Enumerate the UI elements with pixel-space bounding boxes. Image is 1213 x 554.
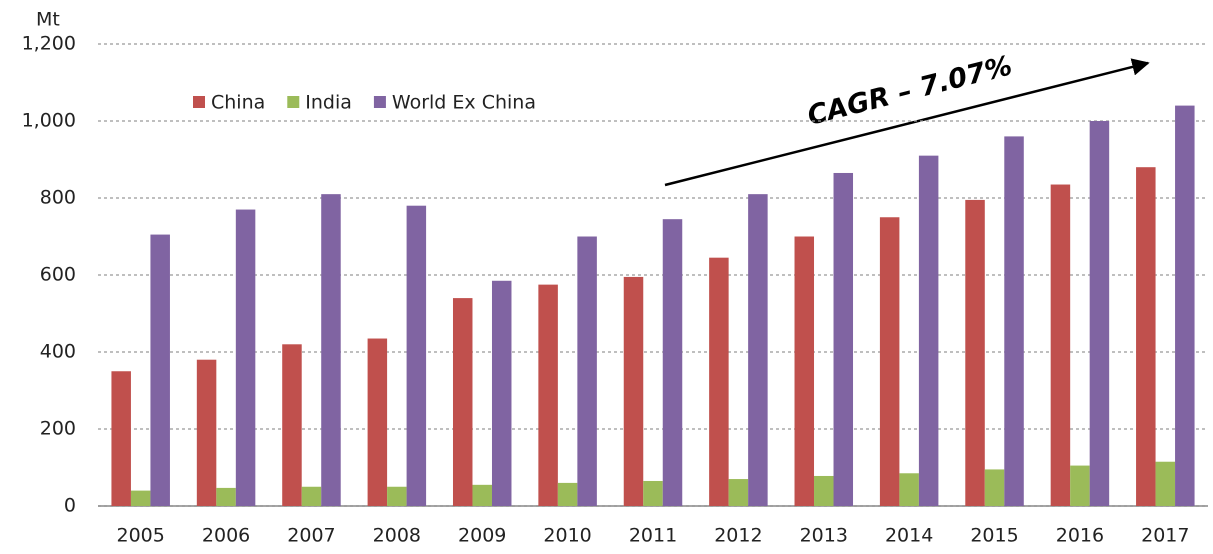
bar (216, 487, 236, 506)
bar (577, 236, 597, 506)
x-tick-label: 2005 (117, 525, 165, 547)
bar (965, 199, 985, 507)
bar (709, 257, 729, 506)
legend-swatch (373, 96, 386, 108)
bar (1155, 461, 1176, 506)
x-tick-label: 2008 (373, 525, 421, 547)
x-tick-label: 2014 (885, 525, 933, 547)
bar (557, 482, 578, 506)
x-tick-label: 2007 (287, 525, 335, 547)
bar (1004, 136, 1024, 506)
bar (130, 490, 151, 506)
bar (1050, 184, 1071, 506)
bar (321, 194, 341, 506)
y-axis-label: Mt (36, 9, 60, 31)
y-tick-label: 1,000 (22, 110, 76, 132)
bar (662, 219, 683, 507)
x-tick-label: 2010 (543, 525, 591, 547)
bar (833, 172, 854, 506)
bar (918, 155, 939, 506)
bar (301, 486, 322, 506)
x-tick-label: 2015 (970, 525, 1018, 547)
bar (643, 480, 663, 506)
bar (1070, 465, 1090, 506)
x-tick-label: 2013 (800, 525, 848, 547)
x-tick-label: 2006 (202, 525, 250, 547)
bar (814, 475, 834, 506)
x-tick-label: 2016 (1056, 525, 1104, 547)
y-tick-label: 600 (40, 264, 76, 286)
bar (472, 484, 492, 506)
annotation: CAGR – 7.07% (804, 50, 1015, 131)
legend-swatch (287, 96, 300, 108)
bar (879, 217, 900, 506)
bar (748, 194, 768, 506)
bar (491, 280, 512, 506)
bar (538, 284, 558, 506)
bar (1089, 121, 1110, 506)
bar (387, 486, 407, 506)
y-tick-label: 200 (40, 418, 76, 440)
y-tick-label: 800 (40, 187, 76, 209)
bar (367, 338, 388, 506)
bar (1175, 105, 1195, 506)
bar (1136, 167, 1156, 506)
legend-label: World Ex China (392, 92, 536, 114)
x-tick-label: 2017 (1141, 525, 1189, 547)
x-tick-label: 2009 (458, 525, 506, 547)
trend-arrow (664, 58, 1150, 187)
x-tick-label: 2011 (629, 525, 677, 547)
x-tick-label: 2012 (714, 525, 762, 547)
bar (984, 469, 1005, 506)
bar (111, 371, 131, 506)
bar (150, 234, 170, 506)
bar (196, 359, 217, 506)
y-tick-label: 400 (40, 341, 76, 363)
bar (282, 344, 302, 506)
bar (794, 236, 815, 506)
y-tick-label: 1,200 (22, 33, 76, 55)
legend-label: India (305, 92, 352, 114)
bar (728, 479, 749, 506)
bar (623, 276, 644, 506)
legend-swatch (193, 96, 205, 108)
legend-label: China (211, 92, 265, 114)
bar (899, 473, 919, 506)
bar (452, 298, 473, 506)
bar (235, 209, 256, 507)
y-tick-label: 0 (64, 495, 76, 517)
bar (406, 205, 427, 506)
